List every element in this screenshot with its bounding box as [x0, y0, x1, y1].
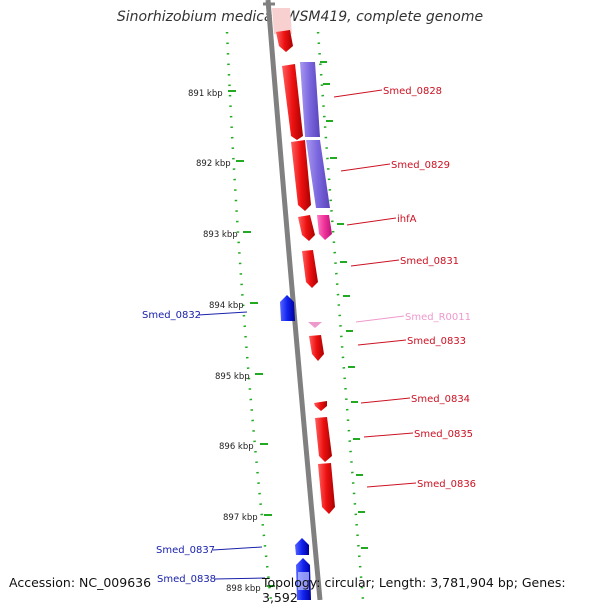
gene-smed-0838-light [298, 572, 309, 590]
gene-smed-0836[interactable] [318, 463, 335, 514]
gene-label[interactable]: Smed_R0011 [405, 312, 471, 323]
gene-pale-top[interactable] [272, 8, 292, 34]
kbp-tick-marks [228, 90, 275, 587]
kbp-label: 897 kbp [223, 513, 258, 523]
kbp-label: 892 kbp [196, 159, 231, 169]
gene-label[interactable]: Smed_0837 [156, 545, 215, 556]
accession-text: Accession: NC_009636 [9, 575, 152, 590]
gene-smed-0832[interactable] [280, 295, 295, 321]
gene-smed-0829-purple[interactable] [306, 140, 330, 208]
rna-smed-r0011[interactable] [308, 322, 322, 328]
gene-arrow[interactable] [276, 30, 293, 52]
gene-label[interactable]: Smed_0835 [414, 429, 473, 440]
gene-smed-0837[interactable] [295, 538, 309, 555]
gene-label[interactable]: Smed_0833 [407, 336, 466, 347]
kbp-label: 893 kbp [203, 230, 238, 240]
map-title: Sinorhizobium medicae WSM419, complete g… [116, 9, 484, 25]
gene-smed-0828-purple[interactable] [300, 62, 320, 137]
gene-label[interactable]: Smed_0838 [157, 574, 216, 585]
leader-lines [197, 89, 417, 580]
gene-label[interactable]: Smed_0829 [391, 160, 450, 171]
gene-label[interactable]: Smed_0832 [142, 310, 201, 321]
kbp-label: 895 kbp [215, 372, 250, 382]
gene-label[interactable]: Smed_0836 [417, 479, 476, 490]
gene-smed-0834[interactable] [314, 401, 327, 411]
gene-smed-0835[interactable] [315, 417, 332, 462]
genome-backbone [265, 0, 323, 600]
gene-label[interactable]: Smed_0831 [400, 256, 459, 267]
gene-smed-0828[interactable] [282, 64, 303, 140]
gene-smed-0830[interactable] [298, 215, 315, 241]
gene-label[interactable]: Smed_0834 [411, 394, 470, 405]
gene-label[interactable]: ihfA [397, 214, 417, 225]
genome-summary-text: Topology: circular; Length: 3,781,904 bp… [262, 575, 566, 605]
gene-ihfa[interactable] [317, 215, 332, 240]
gene-label[interactable]: Smed_0828 [383, 86, 442, 97]
gene-smed-0831[interactable] [302, 250, 318, 288]
kbp-label: 896 kbp [219, 442, 254, 452]
inner-dotted-ring [316, 31, 365, 600]
kbp-label: 898 kbp [226, 584, 261, 594]
gene-smed-0833[interactable] [309, 335, 324, 361]
kbp-label: 894 kbp [209, 301, 244, 311]
outer-tick-dashes [320, 61, 368, 549]
gene-smed-0829[interactable] [291, 140, 311, 211]
kbp-label: 891 kbp [188, 89, 223, 99]
